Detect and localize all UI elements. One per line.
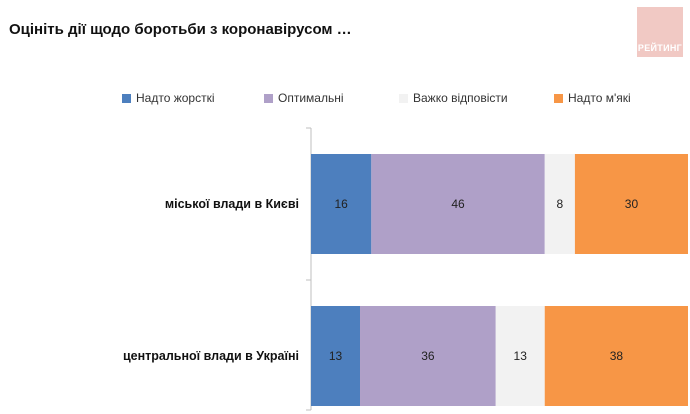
legend-item: Надто жорсткі — [122, 91, 215, 105]
bar-segment — [495, 306, 545, 406]
bar-segment — [544, 154, 575, 254]
legend-swatch — [399, 93, 408, 103]
legend-item: Важко відповісти — [399, 91, 508, 105]
rating-logo: РЕЙТИНГ — [637, 7, 683, 57]
legend-label: Важко відповісти — [413, 91, 508, 105]
chart-legend: Надто жорсткі Оптимальні Важко відповісти Н… — [0, 91, 690, 105]
data-label: 13 — [329, 349, 343, 363]
bar-segment — [360, 306, 496, 406]
data-label: 38 — [610, 349, 624, 363]
legend-swatch — [554, 93, 563, 103]
legend-label: Надто жорсткі — [136, 91, 215, 105]
legend-swatch — [122, 93, 131, 103]
legend-item: Надто м'які — [554, 91, 631, 105]
legend-item: Оптимальні — [264, 91, 344, 105]
chart-title: Оцініть дії щодо боротьби з коронавірусо… — [9, 21, 352, 38]
data-label: 46 — [451, 197, 465, 211]
legend-swatch — [264, 93, 273, 103]
bar-segment — [311, 306, 361, 406]
bar-segment — [371, 154, 545, 254]
data-label: 8 — [556, 197, 563, 211]
bar-segment — [311, 154, 372, 254]
category-label: центральної влади в Україні — [123, 349, 299, 363]
bar-segment — [544, 306, 688, 406]
data-label: 30 — [625, 197, 639, 211]
bar-segment — [574, 154, 688, 254]
data-label: 13 — [514, 349, 528, 363]
logo-text: РЕЙТИНГ — [637, 43, 683, 53]
legend-label: Надто м'які — [568, 91, 631, 105]
data-label: 16 — [334, 197, 348, 211]
legend-label: Оптимальні — [278, 91, 344, 105]
data-label: 36 — [421, 349, 435, 363]
category-label: міської влади в Києві — [165, 197, 299, 211]
